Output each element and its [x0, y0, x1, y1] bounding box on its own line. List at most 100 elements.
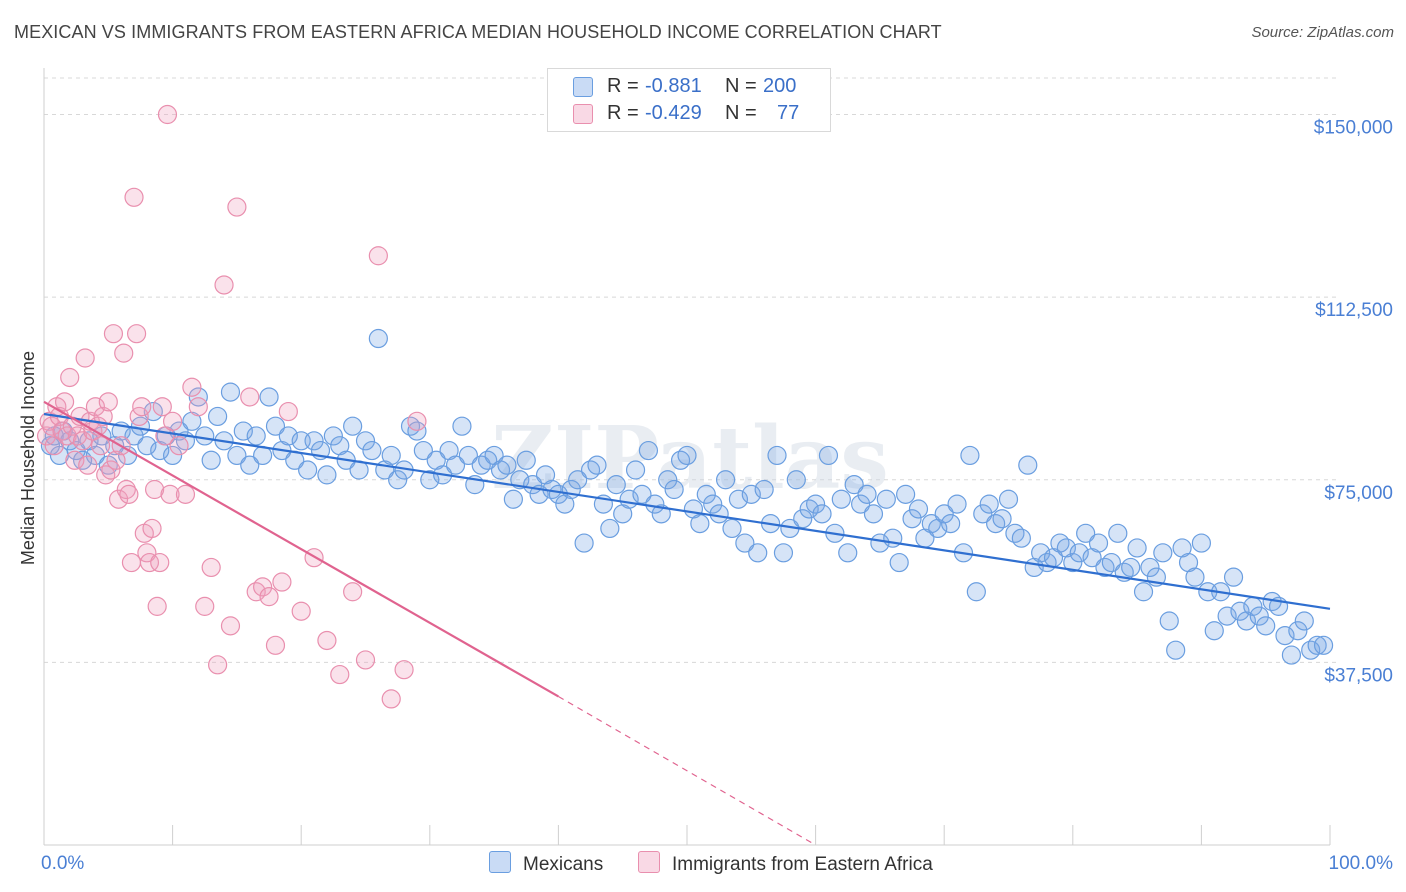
series-eastern-africa [36, 104, 427, 709]
data-point [126, 324, 147, 344]
data-point [160, 484, 180, 504]
legend-n-label: N = [725, 102, 757, 124]
data-point [574, 533, 594, 553]
data-point [208, 406, 228, 427]
data-point [163, 445, 183, 466]
series-swatch-mexicans [489, 851, 511, 873]
series-swatch-eastern-africa [638, 851, 660, 873]
series-legend-mexicans[interactable]: Mexicans [489, 851, 603, 876]
data-point [510, 470, 530, 490]
data-point [227, 445, 247, 466]
x-tick-label: 0.0% [41, 853, 84, 874]
data-point [677, 445, 697, 466]
data-point [728, 489, 749, 509]
data-point [381, 689, 401, 709]
data-point [1191, 533, 1212, 553]
data-point [863, 504, 884, 524]
tick-labels: $37,500 $75,000 $112,500 $150,000 0.0% 100.0% [41, 118, 1393, 874]
data-point [1230, 601, 1250, 621]
data-point [857, 484, 877, 504]
chart-source: Source: ZipAtlas.com [1251, 24, 1394, 41]
data-point [85, 397, 106, 417]
data-point [1140, 557, 1160, 578]
data-point [600, 518, 620, 539]
data-point [98, 392, 118, 412]
y-tick-label: $112,500 [1315, 300, 1393, 321]
data-point [818, 445, 839, 466]
legend-r-label: R = [607, 102, 639, 124]
data-point [106, 450, 126, 470]
data-point [188, 387, 208, 407]
data-point [831, 489, 851, 509]
data-point [889, 552, 909, 573]
data-point [1153, 543, 1173, 563]
data-point [368, 328, 388, 349]
data-point [1159, 611, 1179, 631]
data-point [362, 440, 382, 461]
data-point [767, 445, 787, 466]
series-label: Immigrants from Eastern Africa [672, 854, 933, 875]
data-point [201, 557, 221, 578]
legend-r-value: -0.881 [645, 75, 702, 97]
data-point [445, 455, 466, 475]
stats-legend: R = -0.881 N = 200 R = -0.429 N = 77 [547, 68, 831, 132]
data-point [407, 421, 427, 441]
data-point [458, 445, 478, 466]
data-point [1204, 621, 1224, 641]
series-legend-eastern-africa[interactable]: Immigrants from Eastern Africa [638, 851, 933, 876]
data-point [1256, 616, 1276, 636]
data-point [137, 436, 157, 456]
data-point [696, 484, 716, 504]
data-point [240, 387, 260, 407]
data-point [1313, 635, 1334, 655]
data-point [278, 426, 298, 446]
data-point [208, 655, 228, 675]
data-point [1133, 582, 1154, 602]
data-point [108, 489, 129, 509]
legend-swatch-eastern-africa [573, 104, 593, 124]
data-point [1223, 567, 1244, 587]
data-point [844, 475, 864, 495]
trend-line-extension [558, 695, 816, 846]
data-point [638, 440, 659, 461]
data-point [201, 450, 221, 470]
data-point [651, 504, 671, 524]
data-point [343, 416, 363, 436]
data-point [896, 484, 916, 504]
data-point [690, 513, 710, 534]
data-point [941, 513, 961, 534]
data-point [851, 494, 871, 514]
data-point [754, 479, 774, 500]
data-point [253, 577, 273, 597]
data-point [169, 436, 189, 456]
data-point [147, 596, 167, 616]
data-point [330, 664, 350, 685]
data-point [144, 479, 165, 500]
data-point [1249, 606, 1269, 626]
data-point [1127, 538, 1147, 558]
data-point [233, 421, 253, 441]
data-point [317, 465, 337, 485]
data-point [735, 533, 755, 553]
legend-n-value: 77 [777, 102, 800, 124]
data-point [240, 455, 260, 475]
data-point [132, 397, 152, 417]
data-point [152, 397, 172, 417]
y-tick-label: $37,500 [1324, 665, 1393, 686]
data-point [420, 470, 440, 490]
data-point [323, 426, 343, 446]
data-point [272, 572, 292, 592]
axes [43, 68, 1331, 846]
data-point [54, 392, 75, 412]
data-point [973, 504, 993, 524]
points [36, 104, 1334, 709]
data-point [793, 509, 813, 529]
data-point [516, 450, 536, 470]
data-point [606, 475, 626, 495]
data-point [664, 479, 684, 500]
x-tick-label: 100.0% [1329, 853, 1394, 874]
legend-r-label: R = [607, 75, 639, 97]
data-point [658, 470, 678, 490]
data-point [722, 518, 742, 539]
